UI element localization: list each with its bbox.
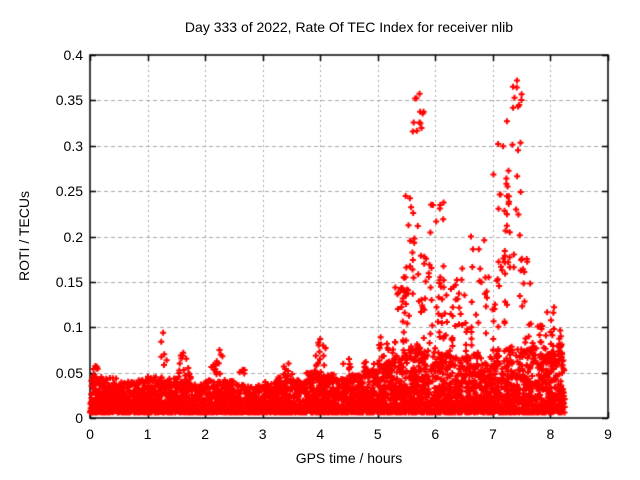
y-tick-label: 0.1 xyxy=(63,319,83,336)
y-tick-label: 0.35 xyxy=(55,92,83,109)
x-axis-label: GPS time / hours xyxy=(295,450,403,466)
x-tick-label: 2 xyxy=(201,426,209,442)
x-tick-label: 6 xyxy=(431,426,440,442)
y-tick-label: 0 xyxy=(75,410,83,426)
x-tick-label: 4 xyxy=(316,426,325,442)
x-tick-label: 7 xyxy=(488,426,497,442)
chart-title: Day 333 of 2022, Rate Of TEC Index for r… xyxy=(184,19,514,35)
y-tick-label: 0.3 xyxy=(63,137,83,154)
y-tick-label: 0.2 xyxy=(63,228,83,245)
x-tick-label: 5 xyxy=(373,426,382,442)
x-tick-label: 3 xyxy=(258,426,267,442)
x-tick-label: 1 xyxy=(143,426,152,442)
y-tick-label: 0.05 xyxy=(55,364,83,381)
y-tick-label: 0.15 xyxy=(55,273,83,290)
x-tick-label: 8 xyxy=(546,426,555,442)
y-tick-label: 0.25 xyxy=(55,183,83,200)
x-tick-label: 0 xyxy=(86,426,94,442)
y-tick-label: 0.4 xyxy=(63,47,83,63)
x-tick-label: 9 xyxy=(604,426,612,442)
